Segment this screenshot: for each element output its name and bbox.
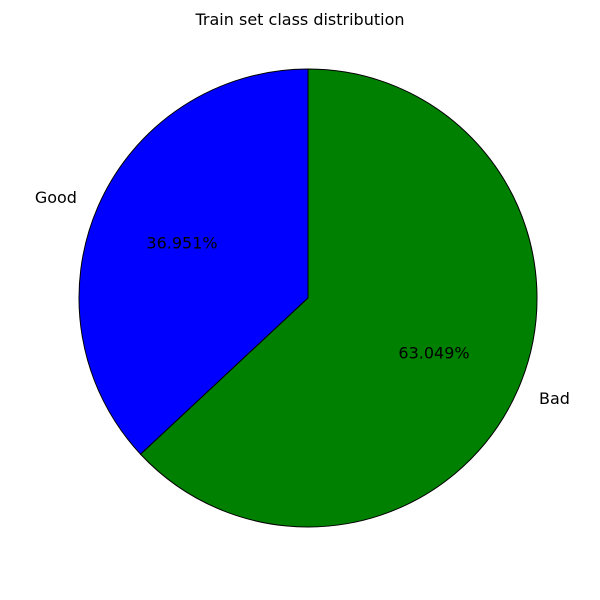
pie-labels: Good 36.951% Bad 63.049% — [35, 188, 570, 408]
pct-label-good: 36.951% — [146, 234, 217, 253]
pie-slice-bad — [139, 68, 538, 528]
slice-label-bad: Bad — [539, 389, 570, 408]
pie-slice-good — [78, 68, 309, 455]
slice-label-good: Good — [35, 188, 77, 207]
pie-slices — [78, 68, 538, 528]
chart-title: Train set class distribution — [195, 10, 405, 29]
pct-label-bad: 63.049% — [398, 343, 469, 362]
